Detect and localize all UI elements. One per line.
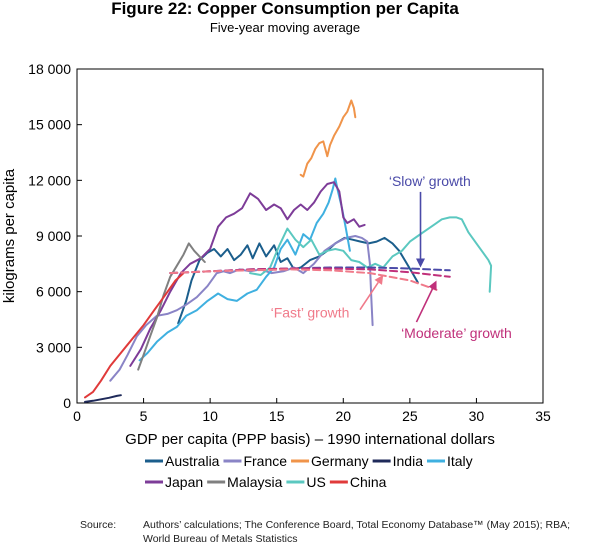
- legend-label-japan: Japan: [165, 474, 203, 490]
- x-tick-label: 10: [202, 408, 218, 424]
- legend-label-italy: Italy: [447, 453, 473, 469]
- annotation-arrow-head: [374, 275, 384, 285]
- legend-label-australia: Australia: [165, 453, 220, 469]
- legend-label-india: India: [393, 453, 424, 469]
- trend-line-fast-growth: [169, 268, 438, 291]
- annotation-arrow-head: [428, 280, 437, 291]
- annotation-arrow-line: [415, 288, 434, 323]
- x-axis-label: GDP per capita (PPP basis) – 1990 intern…: [125, 431, 495, 448]
- y-tick-label: 0: [63, 395, 71, 411]
- y-axis: 0 3 000 6 000 9 000 12 000 15 000 18 000: [28, 61, 82, 411]
- x-tick-label: 35: [535, 408, 551, 424]
- legend-label-france: France: [243, 453, 287, 469]
- annotation-slow-growth: ‘Slow’ growth: [389, 173, 471, 189]
- legend: Australia France Germany India Italy Japan Mal…: [145, 453, 473, 490]
- series-line-china: [84, 272, 185, 399]
- chart: Figure 22: Copper Consumption per Capita…: [1, 0, 551, 490]
- source-text: Authors’ calculations; The Conference Bo…: [143, 519, 571, 545]
- trend-lines: [169, 266, 451, 291]
- series-line-malaysia: [137, 242, 206, 371]
- legend-label-china: China: [350, 474, 387, 490]
- y-tick-label: 18 000: [28, 61, 71, 77]
- series-line-india: [84, 394, 122, 403]
- series-lines: [84, 99, 493, 403]
- source-label: Source:: [80, 519, 117, 531]
- y-tick-label: 6 000: [36, 284, 71, 300]
- annotation-arrow-line: [359, 281, 379, 311]
- chart-subtitle: Five-year moving average: [210, 20, 360, 35]
- x-axis: 0 5 10 15 20 25 30 35: [73, 398, 551, 424]
- series-line-italy: [138, 177, 351, 362]
- x-tick-label: 30: [469, 408, 485, 424]
- x-tick-label: 0: [73, 408, 81, 424]
- annotation-arrow-head: [416, 258, 425, 268]
- annotations: ‘Slow’ growth ‘Fast’ growth ‘Moderate’ gro…: [271, 173, 512, 341]
- legend-label-germany: Germany: [311, 453, 369, 469]
- legend-label-us: US: [306, 474, 325, 490]
- annotation-moderate-growth: ‘Moderate’ growth: [401, 325, 512, 341]
- legend-label-malaysia: Malaysia: [227, 474, 282, 490]
- y-tick-label: 15 000: [28, 117, 71, 133]
- series-line-germany: [299, 99, 357, 178]
- x-tick-label: 20: [335, 408, 351, 424]
- x-tick-label: 15: [269, 408, 285, 424]
- series-line-japan: [129, 181, 366, 367]
- x-tick-label: 5: [140, 408, 148, 424]
- y-tick-label: 12 000: [28, 172, 71, 188]
- annotation-fast-growth: ‘Fast’ growth: [271, 305, 350, 321]
- y-tick-label: 3 000: [36, 339, 71, 355]
- y-tick-label: 9 000: [36, 228, 71, 244]
- y-axis-label: kilograms per capita: [1, 168, 18, 303]
- series-line-australia: [177, 236, 419, 325]
- chart-title: Figure 22: Copper Consumption per Capita: [111, 0, 459, 18]
- x-tick-label: 25: [402, 408, 418, 424]
